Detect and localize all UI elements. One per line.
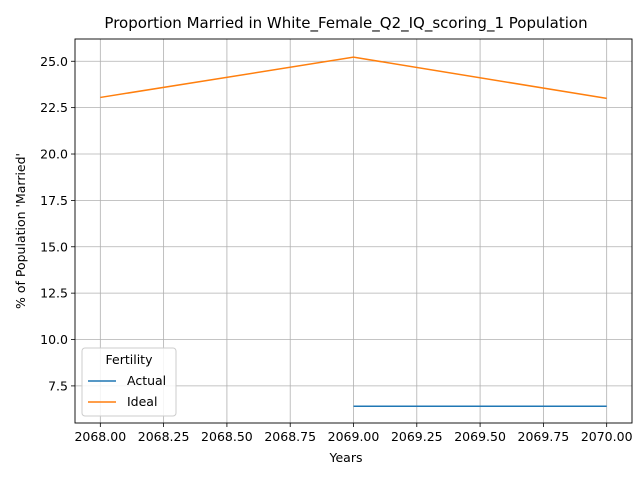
x-tick-label: 2068.00 (74, 429, 126, 444)
x-tick-label: 2068.75 (264, 429, 316, 444)
y-tick-label: 10.0 (40, 332, 68, 347)
x-tick-label: 2068.50 (201, 429, 253, 444)
series-lines (100, 56, 607, 408)
y-tick-label: 25.0 (40, 54, 68, 69)
legend-title: Fertility (106, 352, 154, 367)
series-line-ideal (100, 56, 607, 100)
y-tick-label: 20.0 (40, 147, 68, 162)
axis-ticks: 2068.00 2068.25 2068.50 2068.75 2069.00 2069.… (40, 54, 632, 444)
x-tick-label: 2069.00 (328, 429, 380, 444)
y-tick-label: 17.5 (40, 193, 68, 208)
y-tick-label: 12.5 (40, 286, 68, 301)
y-tick-label: 22.5 (40, 100, 68, 115)
y-tick-label: 7.5 (48, 378, 68, 393)
x-tick-label: 2069.75 (518, 429, 570, 444)
x-tick-label: 2068.25 (138, 429, 190, 444)
legend: Fertility Actual Ideal (81, 347, 177, 417)
x-axis-label: Years (329, 450, 363, 465)
grid-lines (75, 39, 632, 423)
x-tick-label: 2069.25 (391, 429, 443, 444)
legend-label-ideal: Ideal (127, 394, 157, 409)
legend-box (81, 347, 177, 417)
x-tick-label: 2069.50 (454, 429, 506, 444)
legend-label-actual: Actual (127, 373, 166, 388)
chart-title: Proportion Married in White_Female_Q2_IQ… (104, 14, 587, 33)
y-axis-label: % of Population 'Married' (13, 153, 28, 309)
y-tick-label: 15.0 (40, 239, 68, 254)
x-tick-label: 2070.00 (581, 429, 633, 444)
